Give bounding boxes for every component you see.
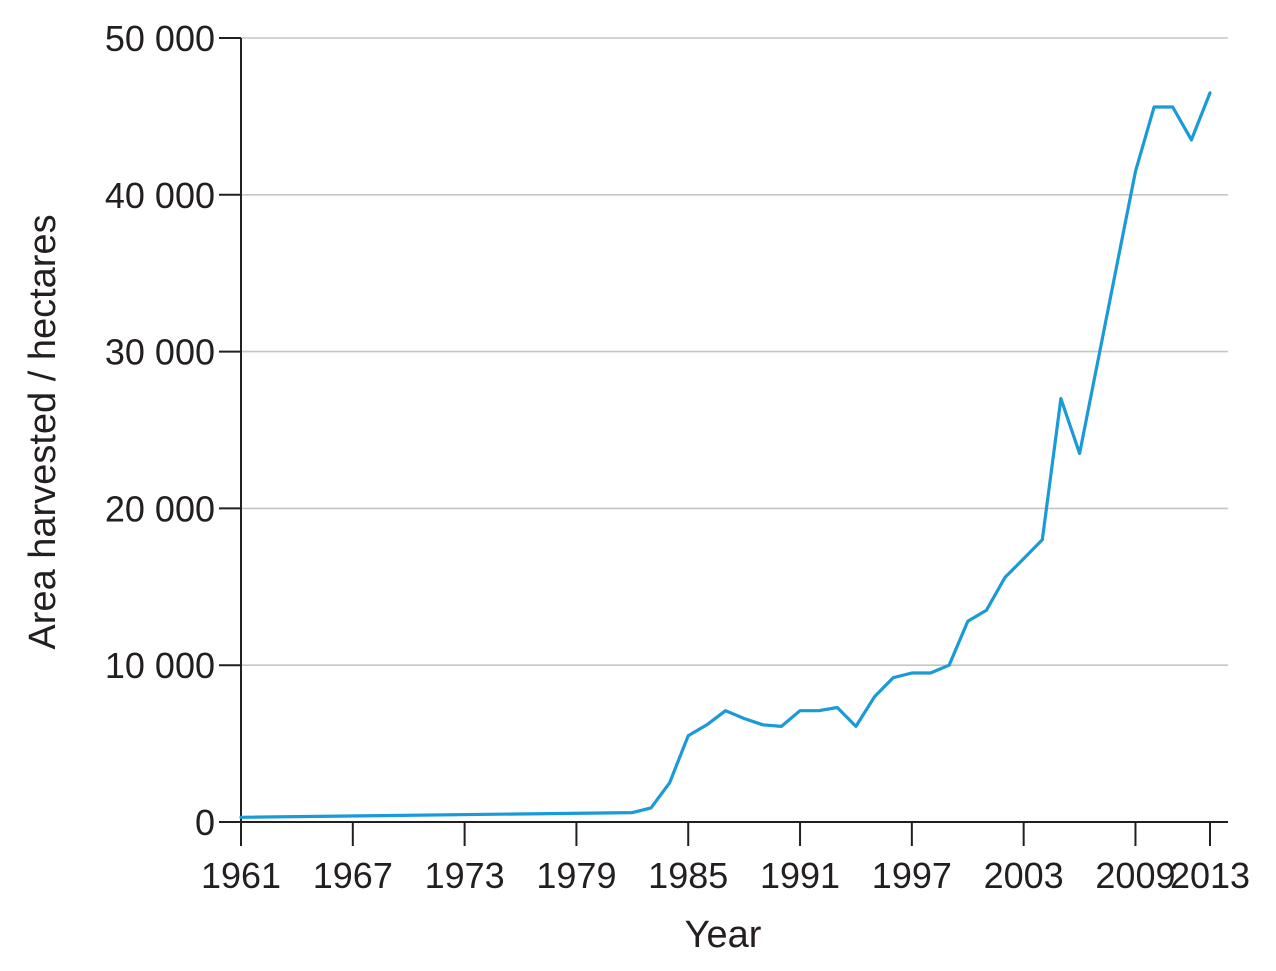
- y-tick-label: 50 000: [105, 18, 215, 59]
- x-tick-label: 1967: [313, 855, 393, 896]
- y-tick-label: 0: [195, 802, 215, 843]
- gridlines: [241, 37, 1228, 667]
- y-tick-label: 20 000: [105, 488, 215, 529]
- y-tick-label: 40 000: [105, 175, 215, 216]
- series-line: [239, 91, 1212, 819]
- x-tick-label: 1991: [760, 855, 840, 896]
- x-tick-label: 1973: [425, 855, 505, 896]
- axis-ticks: 0 10 000 20 000 30 000 40 000 50 000 1961 1967 1…: [105, 18, 1250, 896]
- y-tick-label: 30 000: [105, 332, 215, 373]
- x-axis-label: Year: [685, 914, 762, 956]
- x-tick-label: 1985: [648, 855, 728, 896]
- x-tick-label: 1979: [536, 855, 616, 896]
- axes: [240, 38, 1228, 823]
- x-tick-label: 2013: [1170, 855, 1250, 896]
- series-layer: [239, 91, 1212, 819]
- x-tick-label: 1961: [201, 855, 281, 896]
- x-tick-label: 2003: [984, 855, 1064, 896]
- x-tick-label: 2009: [1095, 855, 1175, 896]
- x-tick-label: 1997: [872, 855, 952, 896]
- y-axis-label: Area harvested / hectares: [22, 214, 64, 649]
- y-tick-label: 10 000: [105, 645, 215, 686]
